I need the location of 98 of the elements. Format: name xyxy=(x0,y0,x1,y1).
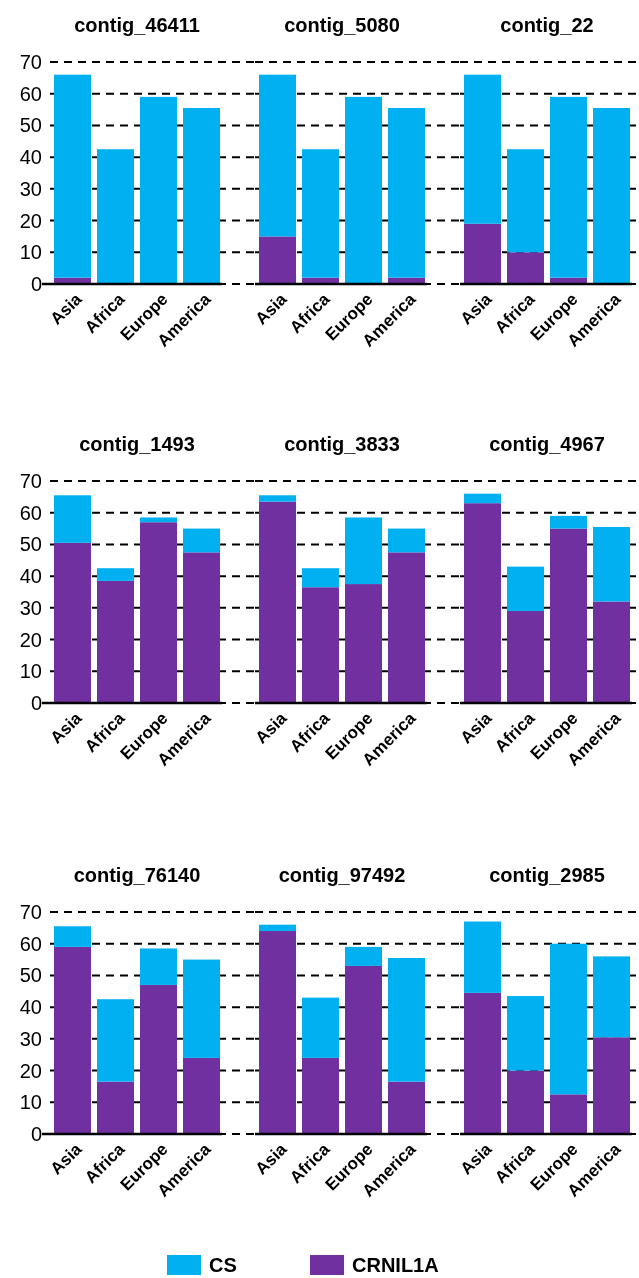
bar xyxy=(302,587,339,703)
y-tick-label: 20 xyxy=(19,1059,42,1082)
bar xyxy=(183,107,220,284)
y-tick-label: 40 xyxy=(19,146,42,169)
bar xyxy=(593,956,630,1038)
bar xyxy=(550,96,587,278)
bar xyxy=(54,542,91,703)
bar xyxy=(54,495,91,543)
bar xyxy=(302,149,339,278)
bar xyxy=(345,965,382,1134)
bar xyxy=(593,107,630,284)
y-tick-label: 60 xyxy=(19,82,42,105)
y-tick-label: 70 xyxy=(19,51,42,73)
bar xyxy=(464,223,501,284)
bar xyxy=(345,96,382,284)
bar xyxy=(464,493,501,504)
bar xyxy=(183,959,220,1058)
bar xyxy=(507,252,544,284)
chart-title: contig_3833 xyxy=(284,433,400,455)
bar xyxy=(345,946,382,966)
y-tick-label: 70 xyxy=(19,470,42,492)
bar xyxy=(97,580,134,703)
bar xyxy=(550,1094,587,1134)
y-tick-label: 50 xyxy=(19,533,42,556)
bar xyxy=(259,931,296,1134)
bar xyxy=(54,926,91,947)
bar xyxy=(54,74,91,278)
legend-label: CS xyxy=(209,1254,237,1276)
y-tick-label: 0 xyxy=(30,273,42,295)
bar xyxy=(259,495,296,502)
bar xyxy=(464,503,501,703)
bar xyxy=(183,552,220,703)
bar xyxy=(550,943,587,1095)
y-tick-label: 0 xyxy=(30,1123,42,1145)
bar xyxy=(593,601,630,703)
chart-title: contig_76140 xyxy=(73,864,201,886)
bar xyxy=(259,74,296,237)
bar xyxy=(54,946,91,1134)
chart-title: contig_5080 xyxy=(284,14,400,36)
bar xyxy=(97,149,134,284)
y-tick-label: 40 xyxy=(19,996,42,1019)
chart-title: contig_97492 xyxy=(278,864,406,886)
bar xyxy=(507,611,544,703)
bar xyxy=(183,1057,220,1134)
chart-title: contig_4967 xyxy=(489,433,605,455)
bar xyxy=(507,1070,544,1134)
y-tick-label: 20 xyxy=(19,628,42,651)
y-tick-label: 50 xyxy=(19,114,42,137)
bar xyxy=(302,997,339,1058)
bar xyxy=(388,107,425,278)
chart-title: contig_2985 xyxy=(489,864,605,886)
bar xyxy=(345,517,382,585)
chart-title: contig_46411 xyxy=(74,14,200,36)
bar xyxy=(593,526,630,602)
bar xyxy=(388,957,425,1082)
bar xyxy=(464,992,501,1134)
bar xyxy=(97,999,134,1082)
bar xyxy=(388,552,425,703)
bar xyxy=(388,528,425,553)
bar xyxy=(97,568,134,581)
bar xyxy=(464,921,501,993)
y-tick-label: 60 xyxy=(19,932,42,955)
bar xyxy=(259,236,296,284)
bar xyxy=(507,566,544,612)
y-tick-label: 30 xyxy=(19,596,42,619)
bar xyxy=(140,517,177,523)
legend-label: CRNIL1A xyxy=(352,1254,439,1276)
bar xyxy=(550,528,587,703)
bar xyxy=(593,1037,630,1134)
bar xyxy=(302,568,339,588)
bar xyxy=(345,584,382,703)
bar xyxy=(140,96,177,284)
bar xyxy=(550,515,587,529)
y-tick-label: 10 xyxy=(19,241,42,264)
y-tick-label: 60 xyxy=(19,501,42,524)
bar xyxy=(388,1081,425,1134)
chart-title: contig_22 xyxy=(500,14,594,36)
bar xyxy=(140,948,177,985)
y-tick-label: 0 xyxy=(30,692,42,714)
y-tick-label: 70 xyxy=(19,901,42,923)
bar xyxy=(302,1057,339,1134)
y-tick-label: 30 xyxy=(19,1027,42,1050)
y-tick-label: 30 xyxy=(19,177,42,200)
bar xyxy=(259,924,296,932)
y-tick-label: 10 xyxy=(19,1091,42,1114)
y-tick-label: 10 xyxy=(19,660,42,683)
chart-title: contig_1493 xyxy=(79,433,195,455)
y-tick-label: 50 xyxy=(19,964,42,987)
bar xyxy=(259,501,296,703)
bar xyxy=(464,74,501,224)
bar xyxy=(140,522,177,703)
y-tick-label: 20 xyxy=(19,209,42,232)
bar xyxy=(140,984,177,1134)
bar xyxy=(97,1081,134,1134)
bar xyxy=(507,996,544,1071)
bar xyxy=(507,149,544,253)
bar xyxy=(183,528,220,553)
y-tick-label: 40 xyxy=(19,565,42,588)
